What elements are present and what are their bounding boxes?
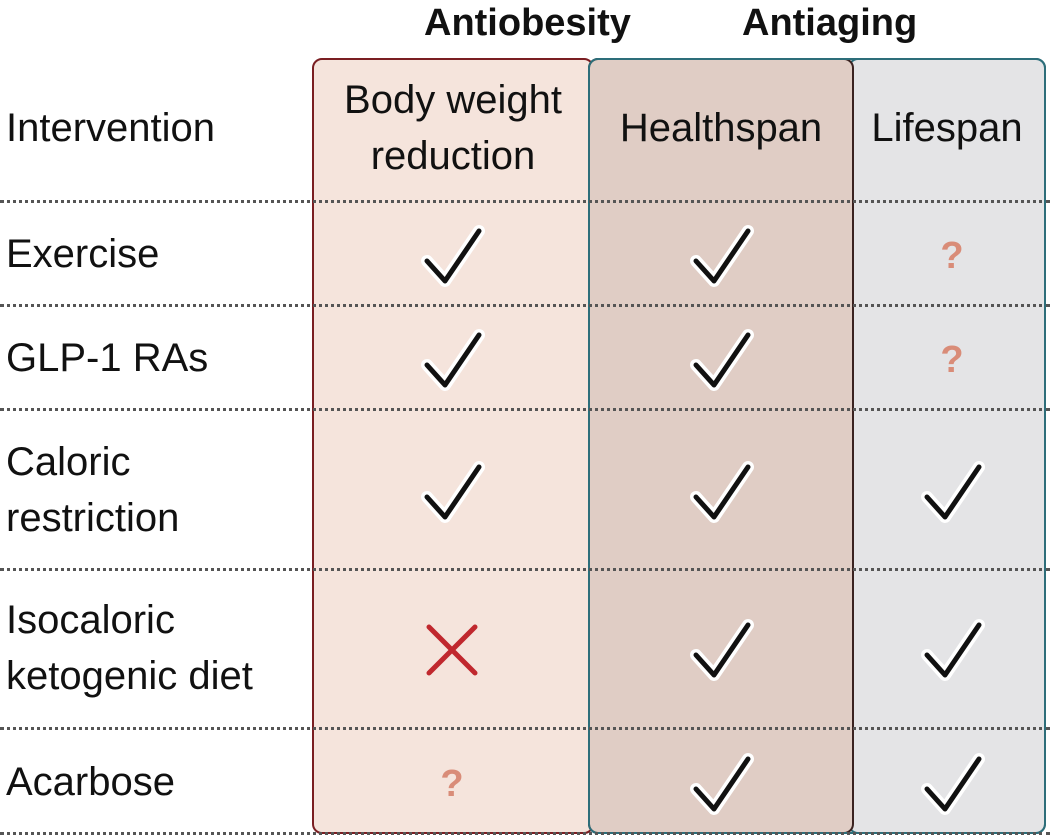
checkmark-icon [417, 325, 487, 395]
column-header-body-weight-line2: reduction [370, 134, 536, 178]
healthspan-panel [588, 58, 854, 834]
row-label-glp1-ras: GLP-1 RAs [6, 330, 208, 386]
column-header-healthspan: Healthspan [619, 106, 823, 150]
checkmark-icon [686, 457, 756, 527]
checkmark-icon [686, 615, 756, 685]
column-header-intervention: Intervention [6, 106, 216, 150]
row-separator [0, 832, 1050, 835]
lifespan-panel [848, 58, 1046, 834]
question-mark-icon: ? [940, 339, 964, 381]
checkmark-icon [417, 457, 487, 527]
checkmark-icon [417, 221, 487, 291]
checkmark-icon [686, 325, 756, 395]
row-label-exercise: Exercise [6, 226, 159, 282]
row-label-caloric-restriction: Caloric restriction [6, 434, 179, 546]
column-header-body-weight-reduction: Body weight reduction [312, 72, 594, 184]
row-separator [0, 200, 1050, 203]
group-header-antiobesity: Antiobesity [424, 2, 631, 44]
row-label-line1: Exercise [6, 232, 160, 276]
row-label-line2: ketogenic diet [6, 654, 253, 698]
checkmark-icon [686, 749, 756, 819]
row-label-line1: Isocaloric [6, 598, 175, 642]
row-separator [0, 727, 1050, 730]
row-label-line1: Caloric [6, 440, 131, 484]
row-label-acarbose: Acarbose [6, 754, 175, 810]
row-label-isocaloric-ketogenic-diet: Isocaloric ketogenic diet [6, 592, 253, 704]
column-header-body-weight-line1: Body weight [344, 78, 562, 122]
group-header-antiaging: Antiaging [742, 2, 918, 44]
checkmark-icon [686, 221, 756, 291]
row-separator [0, 304, 1050, 307]
row-label-line1: Acarbose [6, 760, 175, 804]
row-label-line1: GLP-1 RAs [6, 336, 209, 380]
checkmark-icon [917, 749, 987, 819]
cross-icon [417, 615, 487, 685]
question-mark-icon: ? [940, 235, 964, 277]
row-separator [0, 408, 1050, 411]
row-label-line2: restriction [6, 496, 180, 540]
checkmark-icon [917, 615, 987, 685]
row-separator [0, 568, 1050, 571]
checkmark-icon [917, 457, 987, 527]
question-mark-icon: ? [440, 763, 464, 805]
column-header-lifespan: Lifespan [871, 106, 1023, 150]
antiobesity-panel [312, 58, 594, 834]
